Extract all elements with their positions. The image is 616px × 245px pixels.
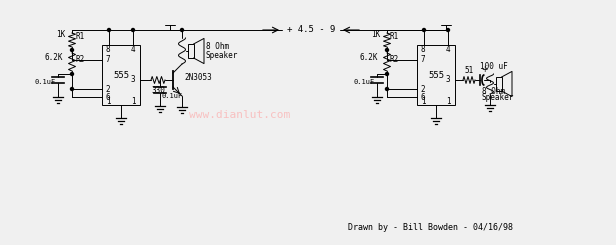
Text: 6.2K: 6.2K (44, 52, 63, 61)
Circle shape (423, 28, 426, 32)
Text: 6.2K: 6.2K (360, 52, 378, 61)
Bar (496, 77, 501, 91)
Text: Speaker: Speaker (206, 50, 238, 60)
Text: 0.1uF: 0.1uF (354, 79, 375, 85)
Text: +: + (481, 65, 487, 74)
Text: 3: 3 (446, 75, 450, 85)
Text: 1: 1 (446, 98, 450, 107)
Text: 4: 4 (446, 46, 450, 54)
Circle shape (70, 87, 73, 90)
Circle shape (180, 28, 184, 32)
Text: 0.1uF: 0.1uF (34, 79, 56, 85)
Text: 8: 8 (421, 46, 425, 54)
Text: 8 Ohm: 8 Ohm (206, 42, 229, 51)
Text: 8 Ohm: 8 Ohm (482, 86, 505, 96)
Text: 1: 1 (421, 98, 425, 107)
Text: 6: 6 (106, 93, 110, 101)
Text: 1: 1 (131, 98, 136, 107)
Bar (102, 45, 140, 105)
Text: www.dianlut.com: www.dianlut.com (189, 110, 291, 120)
Bar (417, 45, 455, 105)
Text: 330: 330 (151, 86, 165, 95)
Text: 0.1uF: 0.1uF (162, 93, 183, 99)
Text: 51: 51 (464, 66, 474, 75)
Text: 100 uF: 100 uF (480, 62, 508, 71)
Text: 7: 7 (106, 56, 110, 64)
Text: 2: 2 (421, 85, 425, 94)
Text: + 4.5 - 9: + 4.5 - 9 (287, 25, 335, 35)
Circle shape (386, 87, 389, 90)
Text: 555: 555 (428, 71, 444, 79)
Text: R2: R2 (390, 56, 399, 64)
Text: 2N3053: 2N3053 (184, 74, 212, 83)
Text: 6: 6 (421, 93, 425, 101)
Text: R2: R2 (75, 56, 84, 64)
Text: 2: 2 (106, 85, 110, 94)
Text: 3: 3 (131, 75, 136, 85)
Circle shape (131, 28, 134, 32)
Text: 1: 1 (106, 98, 110, 107)
Text: 1K: 1K (371, 30, 380, 39)
Text: Drawn by - Bill Bowden - 04/16/98: Drawn by - Bill Bowden - 04/16/98 (347, 222, 513, 232)
Circle shape (70, 49, 73, 51)
Text: R1: R1 (75, 33, 84, 41)
Text: 7: 7 (421, 56, 425, 64)
Circle shape (108, 28, 110, 32)
Bar (188, 44, 193, 58)
Circle shape (386, 73, 389, 75)
Circle shape (386, 49, 389, 51)
Text: 8: 8 (106, 46, 110, 54)
Text: 1K: 1K (56, 30, 65, 39)
Text: 555: 555 (113, 71, 129, 79)
Circle shape (447, 28, 450, 32)
Text: 4: 4 (131, 46, 136, 54)
Circle shape (70, 73, 73, 75)
Text: Speaker: Speaker (482, 93, 514, 101)
Text: R1: R1 (390, 33, 399, 41)
